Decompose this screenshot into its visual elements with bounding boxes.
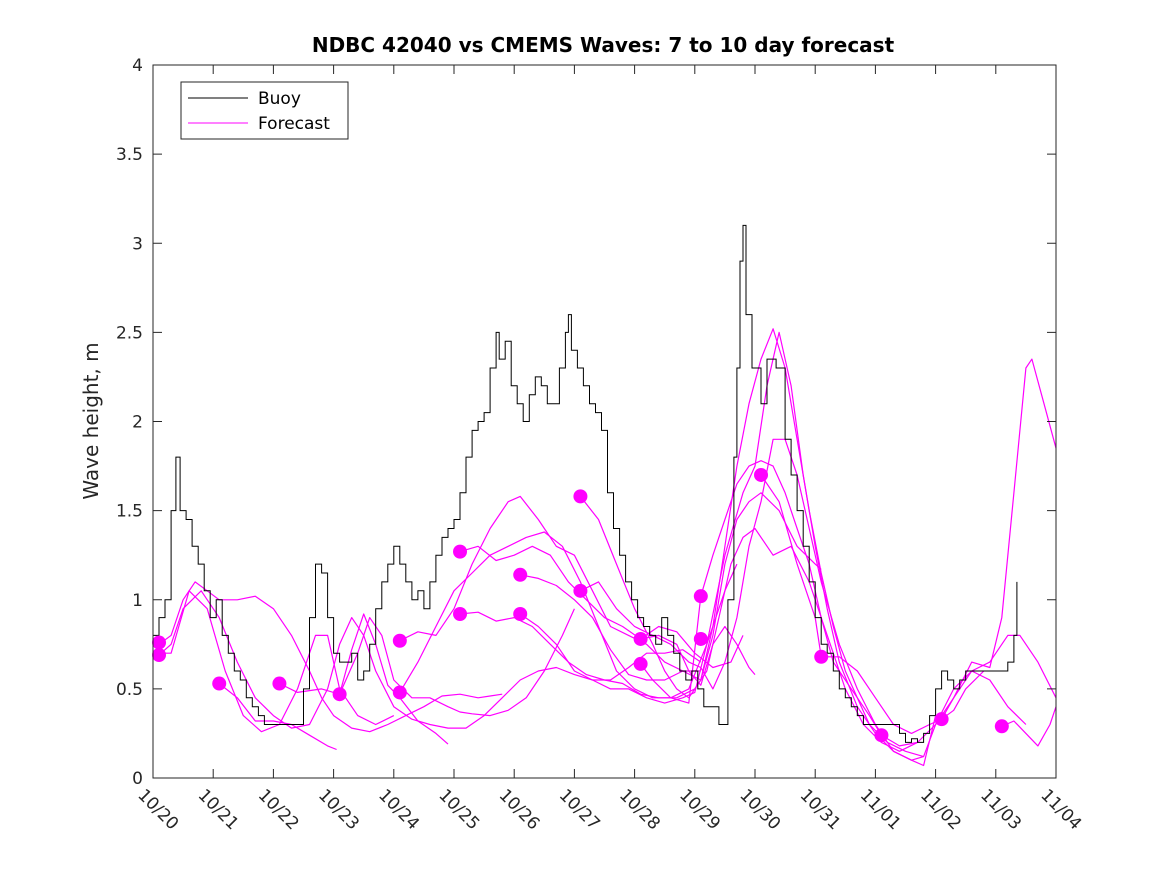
forecast-start-point-14	[633, 631, 648, 646]
forecast-start-point-4	[272, 676, 287, 691]
forecast-start-point-15	[633, 656, 648, 671]
forecast-line-18	[941, 670, 1027, 725]
forecast-start-point-8	[453, 544, 468, 559]
forecast-start-point-12	[573, 489, 588, 504]
forecast-start-point-17	[693, 631, 708, 646]
forecast-start-point-21	[934, 712, 949, 727]
y-tick-label: 0	[132, 769, 143, 789]
forecast-line-17	[760, 474, 985, 734]
forecast-line-13	[579, 328, 924, 758]
forecast-line-3	[218, 683, 337, 751]
plot-area	[152, 224, 1057, 767]
forecast-start-point-9	[453, 607, 468, 622]
legend-forecast-label: Forecast	[258, 114, 330, 134]
forecast-start-point-2	[152, 648, 167, 663]
forecast-start-point-7	[392, 685, 407, 700]
legend-box	[180, 81, 349, 140]
buoy-line	[153, 224, 1018, 743]
y-axis-label: Wave height, m	[79, 342, 103, 499]
forecast-line-16	[640, 460, 918, 747]
forecast-line-19	[1001, 706, 1057, 747]
forecast-start-point-10	[513, 567, 528, 582]
forecast-start-point-3	[212, 676, 227, 691]
y-tick-label: 1	[132, 591, 143, 611]
legend: Buoy Forecast	[180, 81, 349, 140]
y-tick-label: 3	[132, 234, 143, 254]
forecast-line-15	[640, 625, 756, 686]
forecast-start-point-5	[332, 687, 347, 702]
y-tick-label: 4	[132, 56, 143, 76]
forecast-start-point-13	[573, 583, 588, 598]
forecast-start-point-22	[994, 719, 1009, 734]
forecast-start-point-6	[392, 633, 407, 648]
forecast-line-7	[399, 495, 701, 672]
y-tick-label: 2	[132, 413, 143, 433]
legend-buoy-label: Buoy	[258, 89, 301, 109]
forecast-line-6	[339, 613, 449, 745]
y-tick-label: 3.5	[116, 145, 143, 165]
forecast-start-point-19	[814, 649, 829, 664]
forecast-start-point-20	[874, 728, 889, 743]
y-tick-label: 2.5	[116, 323, 143, 343]
forecast-start-point-18	[754, 467, 769, 482]
forecast-start-point-11	[513, 607, 528, 622]
y-tick-label: 1.5	[116, 502, 143, 522]
forecast-start-point-1	[152, 635, 167, 650]
forecast-line-9	[459, 545, 744, 669]
forecast-line-1	[158, 581, 503, 733]
forecast-start-point-16	[693, 589, 708, 604]
chart-title: NDBC 42040 vs CMEMS Waves: 7 to 10 day f…	[312, 33, 895, 57]
y-tick-label: 0.5	[116, 680, 143, 700]
forecast-line-8	[399, 531, 738, 699]
